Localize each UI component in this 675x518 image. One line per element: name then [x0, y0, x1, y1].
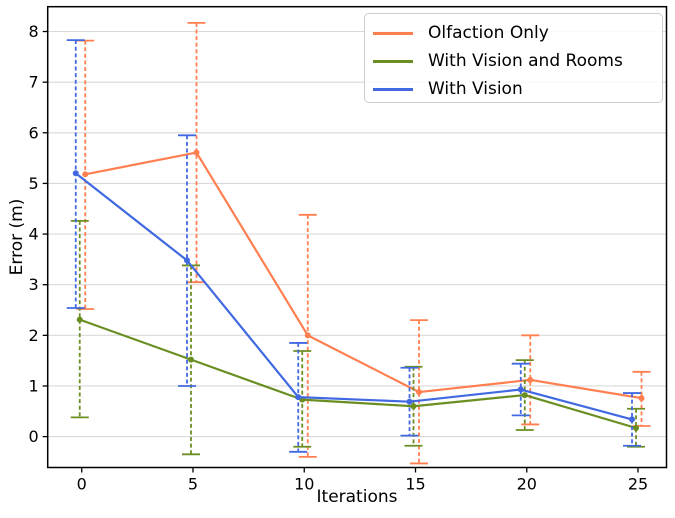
legend-line-swatch — [373, 59, 413, 63]
data-point-olfaction-only — [304, 332, 311, 339]
x-axis-label: Iterations — [316, 487, 398, 507]
x-tick-label-5: 5 — [188, 475, 198, 494]
legend: Olfaction Only With Vision and Rooms Wit… — [364, 13, 663, 103]
y-tick-label-8: 8 — [29, 22, 39, 41]
data-point-with-vision-and-rooms — [633, 425, 640, 432]
x-tick-label-10: 10 — [294, 475, 314, 494]
legend-label: With Vision — [428, 79, 523, 99]
legend-line-swatch — [373, 87, 413, 91]
data-point-with-vision-and-rooms — [76, 316, 83, 323]
legend-entry-olfaction-only: Olfaction Only — [373, 19, 662, 47]
legend-line-swatch — [373, 31, 413, 35]
data-point-with-vision — [295, 394, 302, 401]
data-point-olfaction-only — [416, 389, 423, 396]
legend-entry-with-vision: With Vision — [373, 75, 662, 103]
series-line-olfaction-only — [85, 151, 642, 400]
data-point-with-vision — [72, 170, 79, 177]
data-point-olfaction-only — [82, 171, 89, 178]
data-point-with-vision-and-rooms — [410, 403, 417, 410]
y-tick-label-2: 2 — [29, 326, 39, 345]
x-tick-label-25: 25 — [628, 475, 648, 494]
y-tick-label-1: 1 — [29, 376, 39, 395]
data-point-olfaction-only — [638, 395, 645, 402]
x-tick-label-20: 20 — [517, 475, 537, 494]
x-tick-label-15: 15 — [405, 475, 425, 494]
axes-box — [46, 5, 668, 469]
data-point-with-vision — [406, 398, 413, 405]
y-tick-label-5: 5 — [29, 174, 39, 193]
series-line-with-vision — [75, 172, 633, 421]
y-tick-label-6: 6 — [29, 123, 39, 142]
data-point-with-vision — [517, 386, 524, 393]
data-point-olfaction-only — [193, 149, 200, 156]
series-line-with-vision-and-rooms — [79, 318, 637, 430]
data-point-olfaction-only — [527, 376, 534, 383]
legend-label: With Vision and Rooms — [428, 51, 623, 71]
y-tick-label-3: 3 — [29, 275, 39, 294]
y-axis-label: Error (m) — [7, 198, 27, 276]
data-point-with-vision-and-rooms — [187, 356, 194, 363]
y-tick-label-4: 4 — [29, 225, 39, 244]
y-tick-label-0: 0 — [29, 427, 39, 446]
data-point-with-vision — [183, 257, 190, 264]
y-tick-label-7: 7 — [29, 73, 39, 92]
x-tick-label-0: 0 — [77, 475, 87, 494]
legend-label: Olfaction Only — [428, 23, 549, 43]
data-point-with-vision — [629, 416, 636, 423]
legend-entry-with-vision-and-rooms: With Vision and Rooms — [373, 47, 662, 75]
data-point-with-vision-and-rooms — [521, 392, 528, 399]
